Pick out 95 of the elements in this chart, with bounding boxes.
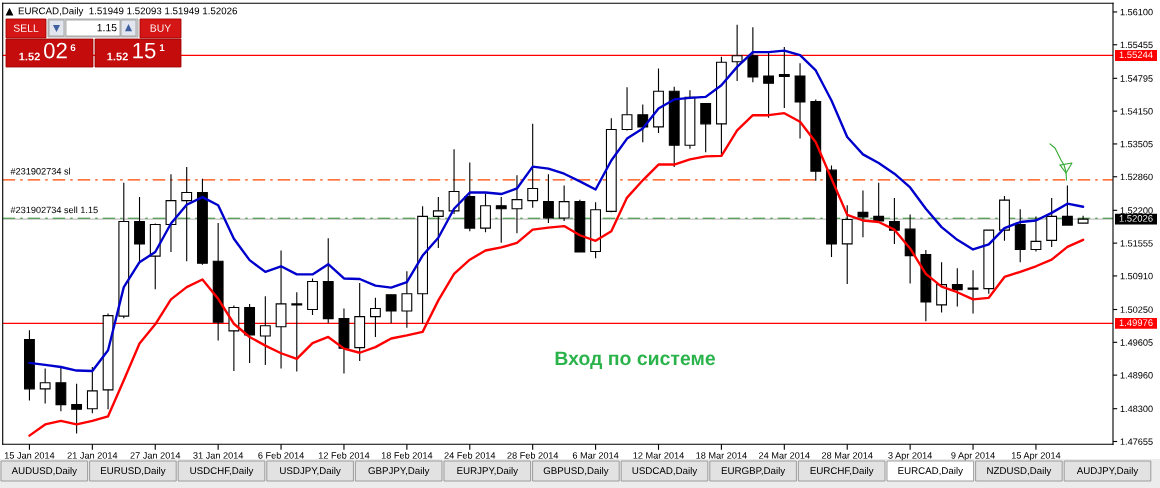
candlestick <box>621 86 633 132</box>
x-tick-label: 24 Feb 2014 <box>444 451 496 459</box>
text: EURJPY,Daily <box>457 466 518 477</box>
text: EURGBP,Daily <box>721 466 786 477</box>
candlestick <box>401 270 413 329</box>
y-tick-label: 1.54150 <box>1120 108 1153 115</box>
candlestick <box>432 196 444 249</box>
annotation: 1.15 <box>97 24 117 32</box>
candlestick <box>1046 197 1058 248</box>
candlestick <box>747 26 759 83</box>
candlestick <box>873 182 885 224</box>
candlestick <box>495 196 507 244</box>
candlestick <box>857 189 869 238</box>
x-tick-label: 12 Mar 2014 <box>633 452 684 459</box>
x-tick-label: 24 Mar 2014 <box>759 452 810 459</box>
annotation: 6 <box>70 44 76 52</box>
y-tick-label: 1.52860 <box>1120 173 1153 181</box>
ref-line-label: 1.49976 <box>1119 319 1153 326</box>
candlestick <box>967 269 979 315</box>
candlestick <box>275 249 287 370</box>
x-tick-label: 28 Feb 2014 <box>507 451 559 459</box>
x-tick-label: 15 Apr 2014 <box>1011 452 1061 461</box>
text: EURCHF,Daily <box>810 466 874 477</box>
x-tick-label: 6 Mar 2014 <box>572 452 619 459</box>
candlestick <box>731 24 743 82</box>
candlestick <box>385 294 397 324</box>
y-tick-label: 1.48960 <box>1120 372 1153 379</box>
candlestick <box>763 51 775 119</box>
ref-line-label: #231902734 sell 1.15 <box>10 206 98 214</box>
candlestick <box>700 102 712 153</box>
text: NZDUSD,Daily <box>987 466 1052 477</box>
candlestick <box>1030 215 1042 253</box>
annotation: BUY <box>150 24 171 32</box>
x-tick-label: 28 Mar 2014 <box>821 452 873 459</box>
x-tick-label: 6 Feb 2014 <box>258 451 304 459</box>
candlestick <box>527 123 539 209</box>
ref-line-label: 1.55244 <box>1119 51 1153 59</box>
candlestick <box>71 383 83 435</box>
text: GBPJPY,Daily <box>368 466 430 477</box>
x-tick-label: 12 Feb 2014 <box>318 451 370 459</box>
text: USDCHF,Daily <box>190 466 254 477</box>
annotation: 15 <box>133 42 156 59</box>
x-tick-label: 15 Jan 2014 <box>4 452 55 459</box>
annotation: 1.52 <box>107 52 128 61</box>
y-tick-label: 1.55455 <box>1120 41 1153 49</box>
candlestick <box>165 173 177 253</box>
chart-title: EURCAD,Daily 1.51949 1.52093 1.51949 1.52026 <box>18 7 238 17</box>
x-tick-label: 27 Jan 2014 <box>130 452 181 459</box>
candlestick <box>542 173 554 224</box>
x-tick-label: 21 Jan 2014 <box>67 452 118 459</box>
text: GBPUSD,Daily <box>543 466 609 477</box>
candlestick <box>181 166 193 262</box>
candlestick <box>778 46 790 109</box>
y-tick-label: 1.54795 <box>1120 75 1153 82</box>
candlestick <box>86 366 98 414</box>
y-tick-label: 1.48300 <box>1120 405 1153 413</box>
candlestick <box>291 291 303 373</box>
text: EURUSD,Daily <box>101 466 166 477</box>
candlestick <box>951 267 963 308</box>
candlestick <box>39 367 51 405</box>
text: USDCAD,Daily <box>632 466 698 477</box>
candlestick <box>558 184 570 222</box>
candlestick <box>637 103 649 143</box>
y-tick-label: 1.49605 <box>1120 339 1153 346</box>
y-tick-label: 1.56100 <box>1120 8 1153 16</box>
y-tick-label: 1.52200 <box>1120 207 1153 214</box>
x-tick-label: 9 Apr 2014 <box>951 452 995 461</box>
x-tick-label: 3 Apr 2014 <box>888 452 933 461</box>
annotation: Вход по системе <box>555 351 716 369</box>
y-tick-label: 1.47655 <box>1120 438 1153 445</box>
y-tick-label: 1.53505 <box>1120 140 1153 148</box>
x-tick-label: 18 Feb 2014 <box>381 451 433 459</box>
y-tick-label: 1.50910 <box>1120 272 1153 280</box>
y-tick-label: 1.51555 <box>1120 240 1153 247</box>
candlestick <box>259 295 271 366</box>
ref-line-label: 1.52026 <box>1119 215 1153 222</box>
text: USDJPY,Daily <box>280 466 341 477</box>
x-tick-label: 18 Mar 2014 <box>696 452 747 459</box>
candlestick <box>511 174 523 234</box>
annotation: 1 <box>159 44 165 52</box>
text: AUDUSD,Daily <box>11 466 77 477</box>
text: AUDJPY,Daily <box>1076 466 1139 477</box>
candlestick <box>55 365 67 412</box>
annotation: SELL <box>13 24 39 32</box>
annotation: 1.52 <box>19 52 40 61</box>
x-tick-label: 31 Jan 2014 <box>193 452 244 459</box>
candlestick <box>1061 184 1073 226</box>
ref-line-label: #231902734 sl <box>10 167 71 175</box>
candlestick <box>936 261 948 314</box>
annotation: 02 <box>44 42 67 59</box>
text: EURCAD,Daily <box>898 466 963 477</box>
candlestick <box>369 297 381 338</box>
y-tick-label: 1.50250 <box>1120 306 1153 313</box>
candlestick <box>134 196 145 263</box>
candlestick <box>480 192 491 233</box>
